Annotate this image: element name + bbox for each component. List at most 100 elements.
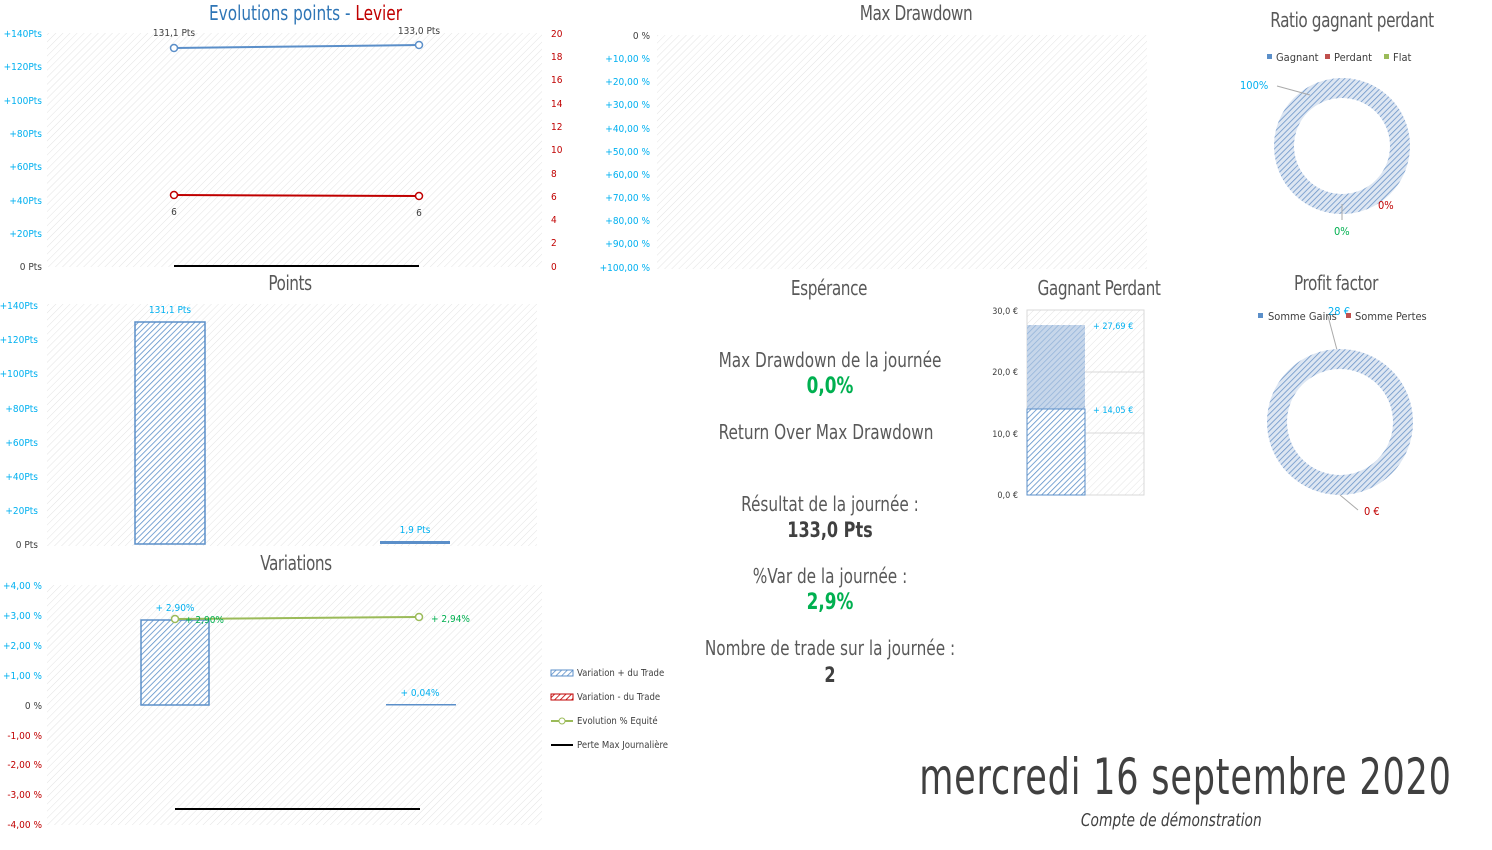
report-date: mercredi 16 septembre 2020 bbox=[919, 748, 1452, 806]
points-bar bbox=[134, 321, 206, 545]
variations-y-tick: +4,00 % bbox=[3, 581, 42, 592]
evolution-y2-tick: 0 bbox=[551, 262, 557, 273]
legend-swatch-equity-marker bbox=[558, 717, 566, 725]
legend-label: Variation + du Trade bbox=[577, 668, 664, 679]
variations-bar bbox=[140, 619, 210, 706]
variations-y-tick: +1,00 % bbox=[3, 671, 42, 682]
evolution-y-tick: +100Pts bbox=[4, 96, 43, 107]
var-label: %Var de la journée : bbox=[752, 564, 908, 588]
points-bar bbox=[380, 541, 450, 544]
evolution-y2-tick: 8 bbox=[551, 169, 557, 180]
evolution-y2-tick: 20 bbox=[551, 29, 563, 40]
legend-label: Perte Max Journalière bbox=[577, 740, 668, 751]
evolution-levier-line bbox=[173, 194, 420, 197]
evolution-levier-marker bbox=[169, 190, 179, 200]
ratio-title: Ratio gagnant perdant bbox=[1270, 8, 1434, 32]
drawdown-title: Max Drawdown bbox=[859, 1, 973, 25]
evolution-points-marker bbox=[414, 40, 424, 50]
variations-y-tick: -3,00 % bbox=[7, 790, 42, 801]
variations-y-tick: -1,00 % bbox=[7, 731, 42, 742]
ratio-label-perdant: 0% bbox=[1378, 199, 1394, 212]
evolution-points-line bbox=[173, 44, 420, 49]
evolution-y2-tick: 14 bbox=[551, 99, 563, 110]
result-value: 133,0 Pts bbox=[787, 518, 873, 542]
drawdown-y-tick: +50,00 % bbox=[605, 147, 650, 158]
gp-bar-lower bbox=[1026, 408, 1086, 496]
profit-label-gains: 28 € bbox=[1328, 305, 1350, 318]
legend-label: Flat bbox=[1393, 51, 1412, 64]
trades-value: 2 bbox=[824, 663, 836, 687]
drawdown-chart: 0 % +10,00 % +20,00 % +30,00 % +40,00 % … bbox=[600, 31, 1147, 274]
mdd-label: Max Drawdown de la journée bbox=[718, 348, 942, 372]
legend-swatch-gagnant bbox=[1267, 54, 1272, 59]
legend-swatch-flat bbox=[1384, 54, 1389, 59]
legend-swatch-variation-plus bbox=[550, 669, 574, 677]
esperance-title: Espérance bbox=[790, 276, 868, 300]
legend-label: Somme Gains bbox=[1268, 310, 1337, 323]
points-y-tick: 0 Pts bbox=[16, 540, 39, 551]
variations-y-axis: +4,00 % +3,00 % +2,00 % +1,00 % 0 % -1,0… bbox=[3, 581, 42, 831]
variations-y-tick: 0 % bbox=[25, 701, 43, 712]
drawdown-y-tick: +10,00 % bbox=[605, 54, 650, 65]
drawdown-y-tick: +70,00 % bbox=[605, 193, 650, 204]
evolution-levier-label: 6 bbox=[416, 208, 422, 219]
variations-bar-label: + 0,04% bbox=[401, 688, 440, 699]
legend-label: Somme Pertes bbox=[1355, 310, 1427, 323]
legend-label: Evolution % Equité bbox=[577, 716, 658, 727]
profit-label-pertes: 0 € bbox=[1364, 505, 1380, 518]
points-bar-label: 1,9 Pts bbox=[400, 525, 431, 536]
evolution-y2-tick: 2 bbox=[551, 238, 557, 249]
drawdown-y-tick: +60,00 % bbox=[605, 170, 650, 181]
drawdown-y-tick: +80,00 % bbox=[605, 216, 650, 227]
evolution-y-tick: +140Pts bbox=[4, 29, 43, 40]
evolution-title: Evolutions points - Levier bbox=[209, 3, 402, 23]
evolution-y2-tick: 10 bbox=[551, 145, 563, 156]
romd-label: Return Over Max Drawdown bbox=[718, 420, 934, 444]
trades-label: Nombre de trade sur la journée : bbox=[704, 636, 956, 660]
legend-swatch-gains bbox=[1258, 313, 1263, 318]
var-value: 2,9% bbox=[806, 590, 854, 615]
legend-swatch-perdant bbox=[1325, 54, 1330, 59]
points-chart: +140Pts +120Pts +100Pts +80Pts +60Pts +4… bbox=[0, 301, 537, 551]
result-label: Résultat de la journée : bbox=[741, 492, 919, 516]
gp-y-axis: 30,0 € 20,0 € 10,0 € 0,0 € bbox=[992, 307, 1018, 501]
evolution-y-tick: +40Pts bbox=[9, 196, 42, 207]
points-y-tick: +140Pts bbox=[0, 301, 38, 312]
evolution-y-tick: +60Pts bbox=[9, 162, 42, 173]
points-title: Points bbox=[268, 271, 312, 295]
evolution-y-left-axis: +140Pts +120Pts +100Pts +80Pts +60Pts +4… bbox=[4, 29, 43, 273]
profit-title: Profit factor bbox=[1294, 271, 1378, 295]
evolution-point-label: 133,0 Pts bbox=[398, 26, 441, 37]
evolution-y2-tick: 16 bbox=[551, 75, 563, 86]
evolution-y2-tick: 6 bbox=[551, 192, 557, 203]
evolution-y2-tick: 18 bbox=[551, 52, 563, 63]
evolution-y-tick: +80Pts bbox=[9, 129, 42, 140]
variations-y-tick: -2,00 % bbox=[7, 760, 42, 771]
variations-y-tick: -4,00 % bbox=[7, 820, 42, 831]
evolution-y2-tick: 12 bbox=[551, 122, 562, 133]
evolution-y2-tick: 4 bbox=[551, 215, 557, 226]
points-plot-area bbox=[47, 304, 537, 546]
profit-leader-line bbox=[1327, 315, 1338, 351]
drawdown-y-axis: 0 % +10,00 % +20,00 % +30,00 % +40,00 % … bbox=[600, 31, 651, 274]
gp-label: + 14,05 € bbox=[1093, 406, 1133, 416]
drawdown-y-tick: +100,00 % bbox=[600, 263, 651, 274]
evolution-y-tick: +20Pts bbox=[9, 229, 42, 240]
ratio-label-flat: 0% bbox=[1334, 225, 1350, 238]
ratio-legend: Gagnant Perdant Flat bbox=[1267, 51, 1412, 64]
gp-y-tick: 0,0 € bbox=[997, 491, 1018, 501]
drawdown-y-tick: +90,00 % bbox=[605, 239, 650, 250]
variations-bar-label: + 2,90% bbox=[156, 603, 195, 614]
variations-chart: +4,00 % +3,00 % +2,00 % +1,00 % 0 % -1,0… bbox=[3, 581, 668, 831]
account-label: Compte de démonstration bbox=[1081, 810, 1262, 831]
evolution-y-tick: 0 Pts bbox=[20, 262, 43, 273]
ratio-label-gagnant: 100% bbox=[1240, 79, 1268, 92]
points-y-tick: +80Pts bbox=[5, 404, 38, 415]
profit-donut bbox=[1267, 349, 1413, 495]
legend-label: Perdant bbox=[1334, 51, 1372, 64]
drawdown-y-tick: +40,00 % bbox=[605, 124, 650, 135]
evolution-title-levier: Levier bbox=[355, 1, 402, 25]
drawdown-y-tick: +20,00 % bbox=[605, 77, 650, 88]
points-bar-label: 131,1 Pts bbox=[149, 305, 192, 316]
gp-y-tick: 20,0 € bbox=[992, 368, 1018, 378]
